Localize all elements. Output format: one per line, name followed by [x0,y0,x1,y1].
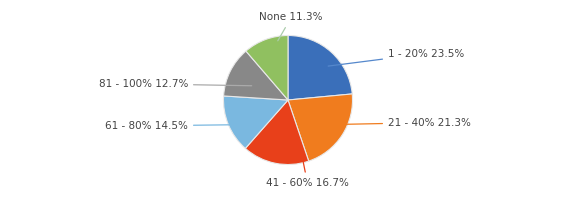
Wedge shape [223,96,288,148]
Text: 1 - 20% 23.5%: 1 - 20% 23.5% [328,49,464,66]
Text: 41 - 60% 16.7%: 41 - 60% 16.7% [266,159,349,188]
Text: 61 - 80% 14.5%: 61 - 80% 14.5% [105,121,252,131]
Wedge shape [288,94,353,161]
Wedge shape [245,100,309,165]
Text: 81 - 100% 12.7%: 81 - 100% 12.7% [98,79,252,89]
Wedge shape [288,35,353,100]
Wedge shape [223,51,288,100]
Text: None 11.3%: None 11.3% [259,12,323,41]
Wedge shape [246,35,288,100]
Text: 21 - 40% 21.3%: 21 - 40% 21.3% [337,118,471,128]
